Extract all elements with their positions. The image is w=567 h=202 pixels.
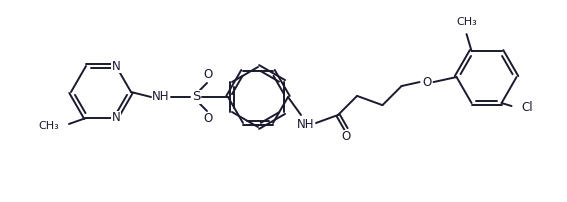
Text: N: N <box>112 112 120 124</box>
Text: O: O <box>422 76 431 88</box>
Text: S: S <box>192 90 200 103</box>
Text: NH: NH <box>297 119 315 132</box>
Text: Cl: Cl <box>522 101 533 114</box>
Text: O: O <box>341 130 350 143</box>
Text: CH₃: CH₃ <box>456 17 477 27</box>
Text: CH₃: CH₃ <box>38 121 59 131</box>
Text: N: N <box>112 60 120 73</box>
Text: NH: NH <box>153 90 170 103</box>
Text: O: O <box>204 113 213 125</box>
Text: O: O <box>204 68 213 81</box>
